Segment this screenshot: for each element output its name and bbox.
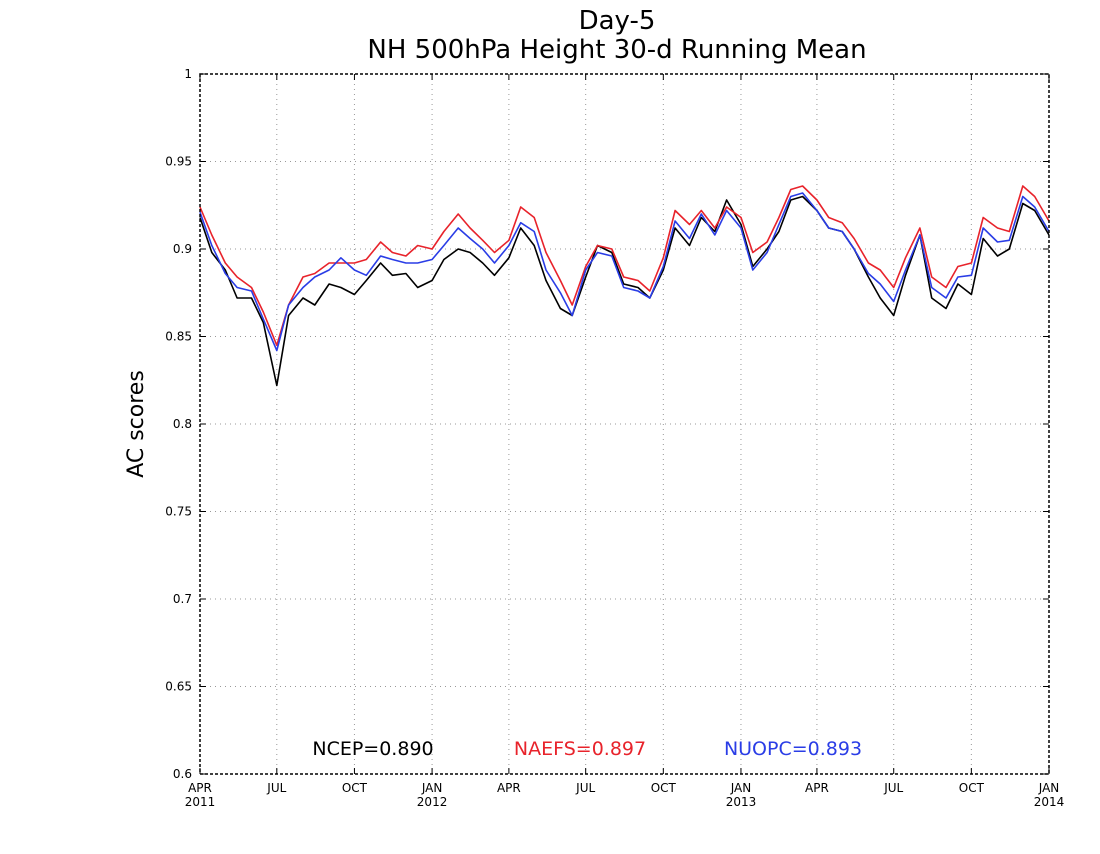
x-tick-year-label: 2013 bbox=[726, 795, 757, 809]
series-line-naefs bbox=[199, 185, 1050, 347]
grid-lines bbox=[200, 74, 1049, 774]
y-axis-label: AC scores bbox=[124, 370, 149, 478]
x-tick-label: OCT bbox=[651, 781, 677, 795]
data-series bbox=[199, 185, 1050, 387]
x-tick-year-label: 2012 bbox=[417, 795, 448, 809]
y-tick-label: 0.8 bbox=[173, 417, 192, 431]
x-tick-year-label: 2011 bbox=[185, 795, 216, 809]
x-tick-label: OCT bbox=[342, 781, 368, 795]
legend-entry: NUOPC=0.893 bbox=[724, 738, 862, 760]
y-tick-label: 0.85 bbox=[165, 330, 192, 344]
x-tick-label: JAN bbox=[421, 781, 443, 795]
plot-frame bbox=[199, 73, 1050, 775]
x-tick-label: APR bbox=[497, 781, 521, 795]
series-line-nuopc bbox=[199, 192, 1050, 352]
y-tick-label: 0.6 bbox=[173, 767, 192, 781]
x-tick-label: JAN bbox=[1038, 781, 1060, 795]
legend: NCEP=0.890 NAEFS=0.897 NUOPC=0.893 bbox=[312, 738, 862, 760]
x-tick-label: JUL bbox=[883, 781, 903, 795]
chart-title: Day-5 bbox=[579, 6, 656, 36]
x-tick-label: JUL bbox=[266, 781, 286, 795]
series-line-ncep bbox=[199, 195, 1050, 387]
legend-entry: NAEFS=0.897 bbox=[514, 738, 646, 760]
chart-subtitle: NH 500hPa Height 30-d Running Mean bbox=[367, 35, 866, 65]
y-tick-label: 0.65 bbox=[165, 680, 192, 694]
y-tick-label: 0.75 bbox=[165, 505, 192, 519]
y-tick-label: 0.7 bbox=[173, 592, 192, 606]
y-tick-label: 0.9 bbox=[173, 242, 192, 256]
legend-entry: NCEP=0.890 bbox=[312, 738, 433, 760]
x-tick-label: JAN bbox=[730, 781, 752, 795]
y-tick-label: 0.95 bbox=[165, 155, 192, 169]
x-tick-year-label: 2014 bbox=[1034, 795, 1065, 809]
x-tick-label: JUL bbox=[575, 781, 595, 795]
x-tick-label: OCT bbox=[959, 781, 985, 795]
y-tick-label: 1 bbox=[184, 67, 192, 81]
x-tick-label: APR bbox=[805, 781, 829, 795]
x-tick-label: APR bbox=[188, 781, 212, 795]
